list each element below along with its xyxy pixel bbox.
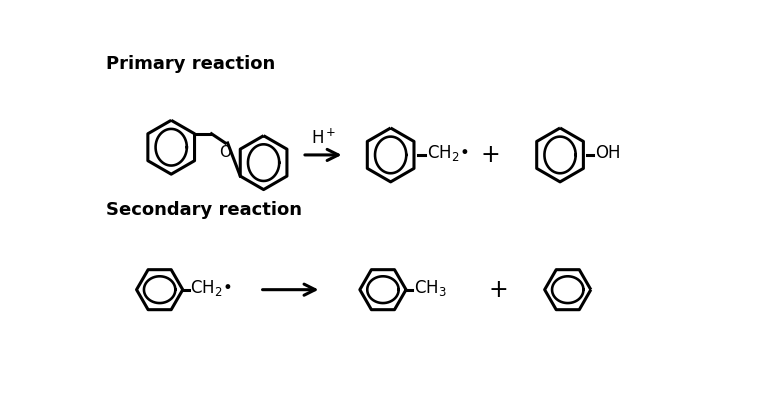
Text: +: + [488, 278, 508, 302]
Text: CH$_3$: CH$_3$ [414, 278, 447, 298]
Text: O: O [219, 145, 231, 159]
Text: +: + [481, 143, 501, 167]
Text: H$^+$: H$^+$ [311, 128, 336, 147]
Text: CH$_2$•: CH$_2$• [427, 143, 468, 164]
Text: OH: OH [594, 144, 620, 162]
Text: Secondary reaction: Secondary reaction [106, 201, 301, 219]
Text: CH$_2$•: CH$_2$• [191, 278, 232, 298]
Text: Primary reaction: Primary reaction [106, 55, 275, 73]
